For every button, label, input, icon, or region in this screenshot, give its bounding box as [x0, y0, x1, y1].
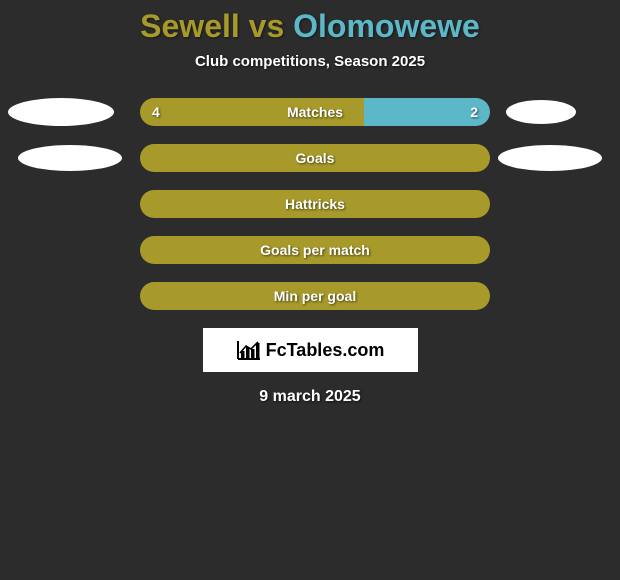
stat-bar: Goals: [140, 144, 490, 172]
chart-icon: [236, 339, 262, 361]
logo-box: FcTables.com: [203, 328, 418, 372]
right-oval: [506, 100, 576, 124]
date-text: 9 march 2025: [0, 388, 620, 406]
player2-name: Olomowewe: [293, 8, 480, 44]
bar-left-value: 4: [152, 104, 160, 120]
logo-text: FcTables.com: [266, 340, 385, 361]
stat-bar: Goals per match: [140, 236, 490, 264]
stat-rows: 42MatchesGoalsHattricksGoals per matchMi…: [0, 98, 620, 310]
stat-bar: Hattricks: [140, 190, 490, 218]
bar-left-segment: [140, 190, 490, 218]
bar-left-segment: [140, 144, 490, 172]
left-oval: [8, 98, 114, 126]
bar-right-value: 2: [470, 104, 478, 120]
stat-row: Hattricks: [0, 190, 620, 218]
subtitle: Club competitions, Season 2025: [0, 53, 620, 70]
player1-name: Sewell: [140, 8, 240, 44]
vs-text: vs: [240, 8, 293, 44]
bar-left-segment: [140, 282, 490, 310]
left-oval: [18, 145, 122, 171]
stat-row: Goals: [0, 144, 620, 172]
bar-left-segment: [140, 98, 364, 126]
bar-left-segment: [140, 236, 490, 264]
right-oval: [498, 145, 602, 171]
stat-row: Min per goal: [0, 282, 620, 310]
stat-bar: 42Matches: [140, 98, 490, 126]
stat-row: 42Matches: [0, 98, 620, 126]
stat-row: Goals per match: [0, 236, 620, 264]
stat-bar: Min per goal: [140, 282, 490, 310]
page-title: Sewell vs Olomowewe: [0, 0, 620, 45]
